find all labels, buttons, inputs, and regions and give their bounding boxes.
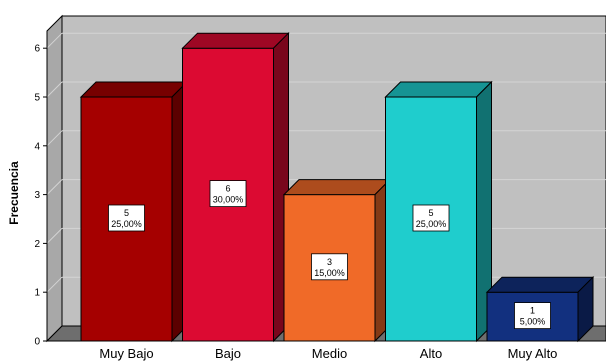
data-label-count: 5 [428, 208, 433, 218]
data-label: 525,00% [108, 204, 145, 232]
data-label-count: 6 [225, 184, 230, 194]
gridline-side [46, 179, 63, 195]
data-label-percent: 25,00% [416, 219, 447, 229]
y-tick-label: 0 [34, 337, 40, 348]
data-label: 630,00% [209, 180, 247, 208]
data-label-percent: 30,00% [213, 195, 244, 205]
x-tick-label: Alto [420, 346, 442, 361]
y-tick-label: 4 [34, 141, 40, 152]
y-tick-label: 1 [34, 288, 40, 299]
x-tick-label: Muy Bajo [99, 346, 153, 361]
y-tick-label: 3 [34, 190, 40, 201]
y-axis-label: Frecuencia [7, 161, 21, 225]
data-label: 15,00% [514, 302, 551, 330]
x-tick-label: Muy Alto [508, 346, 558, 361]
y-tick-label: 6 [34, 44, 40, 55]
data-label-count: 3 [327, 257, 332, 267]
data-label-percent: 25,00% [111, 219, 142, 229]
data-label: 315,00% [311, 253, 348, 281]
y-tick-label: 5 [34, 93, 40, 104]
gridline-side [46, 130, 63, 147]
gridline-side [46, 228, 63, 244]
data-label-percent: 15,00% [314, 268, 345, 278]
x-tick-label: Medio [312, 346, 347, 361]
y-tick-label: 2 [34, 239, 40, 250]
gridline-side [46, 81, 63, 98]
x-tick-label: Bajo [215, 346, 241, 361]
gridline-side [46, 276, 63, 293]
data-label-count: 5 [124, 208, 129, 218]
data-label-percent: 5,00% [520, 317, 546, 327]
gridline-side [46, 32, 63, 49]
y-axis-ticks: 0 1 2 3 4 5 6 [34, 31, 48, 348]
data-label: 525,00% [412, 204, 450, 232]
side-wall [46, 14, 63, 343]
x-axis-labels: Muy Bajo Bajo Medio Alto Muy Alto [99, 346, 557, 361]
data-label-count: 1 [530, 306, 535, 316]
data-labels: 525,00%630,00%315,00%525,00%15,00% [108, 180, 551, 330]
